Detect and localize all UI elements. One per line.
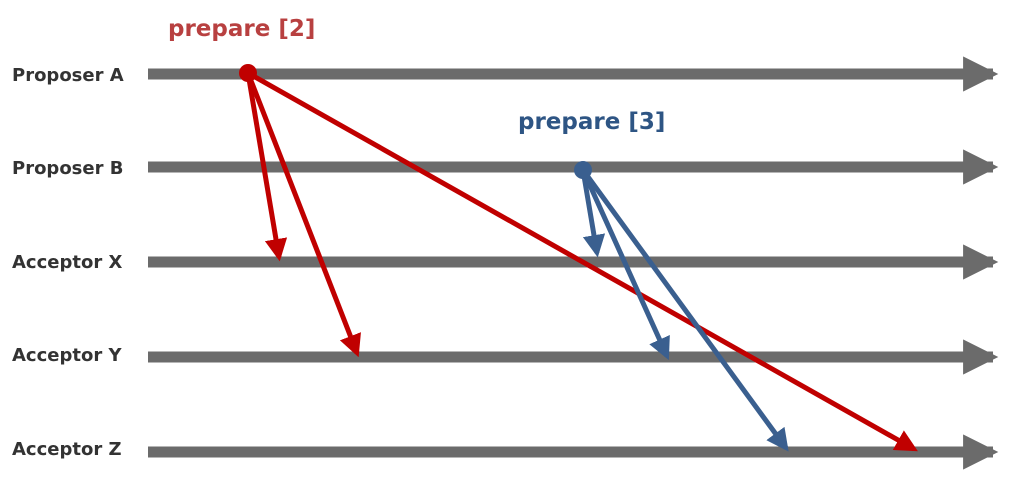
arrow-b-to-acceptor-x [580,169,606,258]
lane-label-proposer-a: Proposer A [12,65,124,86]
lanes: Proposer A Proposer B Acceptor X Accepto… [12,56,999,470]
lane-label-proposer-b: Proposer B [12,158,123,179]
arrow-b-to-acceptor-y [580,168,670,361]
message-label-prepare-2: prepare [2] [168,16,315,42]
send-point-proposer-a [239,64,257,82]
lane-acceptor-x: Acceptor X [12,244,999,280]
lane-proposer-b: Proposer B [12,149,999,185]
send-point-proposer-b [574,161,592,179]
lane-proposer-a: Proposer A [12,56,999,92]
lane-label-acceptor-x: Acceptor X [12,252,122,273]
arrow-a-to-acceptor-x [245,72,288,262]
arrow-a-to-acceptor-y [245,72,361,358]
arrow-b-to-acceptor-z [580,168,789,452]
lane-acceptor-z: Acceptor Z [12,434,999,470]
lane-acceptor-y: Acceptor Y [12,339,999,375]
lane-label-acceptor-z: Acceptor Z [12,439,122,460]
message-group-proposer-a: prepare [2] [168,16,918,452]
message-label-prepare-3: prepare [3] [518,109,665,135]
message-group-proposer-b: prepare [3] [518,109,789,452]
lane-label-acceptor-y: Acceptor Y [12,345,122,366]
arrow-a-to-acceptor-z [246,70,918,452]
